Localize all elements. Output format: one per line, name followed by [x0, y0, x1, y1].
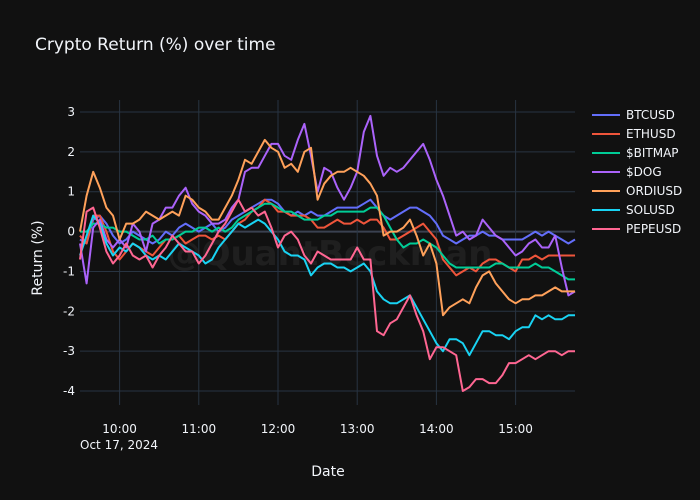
legend-label: $DOG — [626, 165, 662, 179]
x-tick-label: 14:00 — [419, 422, 454, 436]
y-tick-labels: 3 2 1 0 -1 -2 -3 -4 — [63, 105, 75, 398]
series-line-pepeusd — [79, 198, 575, 392]
legend-label: ORDIUSD — [626, 184, 682, 198]
x-tick-label: 15:00 — [498, 422, 533, 436]
x-axis: 10:00 11:00 12:00 13:00 14:00 15:00 Oct 17, 2… — [80, 422, 533, 480]
x-tick-labels: 10:00 11:00 12:00 13:00 14:00 15:00 — [102, 422, 533, 436]
legend-item[interactable]: PEPEUSD — [592, 222, 681, 236]
x-tick-label: 11:00 — [182, 422, 217, 436]
y-tick-label: 2 — [67, 145, 75, 159]
y-tick-label: -2 — [63, 304, 75, 318]
plot-area: @QuantBeckman — [79, 100, 576, 405]
x-tick-label: 13:00 — [340, 422, 375, 436]
legend-label: ETHUSD — [626, 127, 676, 141]
series-line-ordiusd — [79, 138, 575, 317]
legend-item[interactable]: BTCUSD — [592, 108, 675, 122]
x-axis-title: Date — [311, 464, 344, 480]
series-line-ethusd — [79, 198, 575, 277]
series-line-bitmap — [80, 202, 575, 281]
legend-label: $BITMAP — [626, 146, 679, 160]
y-tick-label: 3 — [67, 105, 75, 119]
legend-item[interactable]: ETHUSD — [592, 127, 676, 141]
legend-label: BTCUSD — [626, 108, 675, 122]
series-line-solusd — [79, 214, 575, 357]
legend[interactable]: BTCUSD ETHUSD $BITMAP $DOG ORDIUSD SOLUSD PEPE… — [592, 108, 682, 236]
legend-item[interactable]: $DOG — [592, 165, 662, 179]
chart-title: Crypto Return (%) over time — [35, 35, 276, 55]
series-line-btcusd — [79, 198, 576, 245]
x-date-label: Oct 17, 2024 — [80, 438, 158, 452]
y-tick-label: -4 — [63, 384, 75, 398]
y-tick-label: -3 — [63, 344, 75, 358]
legend-label: SOLUSD — [626, 203, 675, 217]
y-tick-label: 0 — [67, 225, 75, 239]
series-line-dog — [79, 114, 576, 297]
legend-item[interactable]: ORDIUSD — [592, 184, 682, 198]
y-tick-label: 1 — [67, 185, 75, 199]
x-tick-label: 12:00 — [261, 422, 296, 436]
legend-item[interactable]: SOLUSD — [592, 203, 675, 217]
legend-label: PEPEUSD — [626, 222, 681, 236]
watermark-text: @QuantBeckman — [168, 234, 493, 274]
y-axis-title: Return (%) — [30, 220, 46, 295]
y-axis: 3 2 1 0 -1 -2 -3 -4 Return (%) — [30, 105, 75, 398]
legend-item[interactable]: $BITMAP — [592, 146, 679, 160]
series-lines — [79, 114, 576, 392]
x-tick-label: 10:00 — [102, 422, 137, 436]
y-tick-label: -1 — [63, 264, 75, 278]
